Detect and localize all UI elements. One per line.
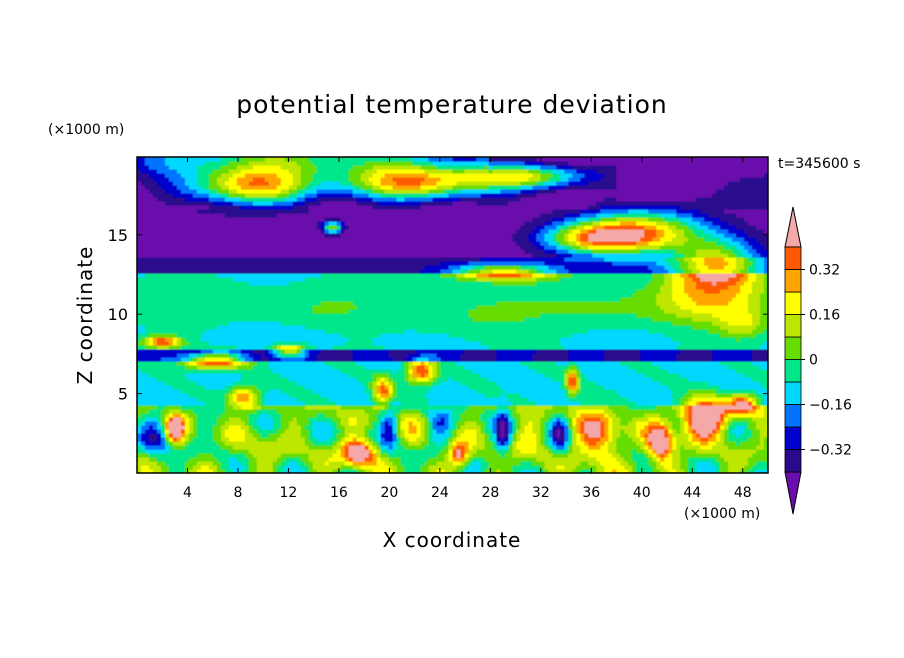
- x-tick-label: 12: [280, 485, 298, 501]
- colorbar-segment: [784, 404, 802, 428]
- y-tick-label: 5: [118, 385, 128, 404]
- colorbar-tick-label: −0.16: [809, 398, 852, 414]
- y-unit-label: (×1000 m): [48, 122, 124, 138]
- x-tick-label: 28: [481, 485, 499, 501]
- chart-title: potential temperature deviation: [236, 90, 667, 119]
- colorbar: 0.32 0.16 0 −0.16 −0.32: [784, 206, 852, 515]
- colorbar-segment: [784, 359, 802, 383]
- x-tick-label: 48: [734, 485, 752, 501]
- x-tick-label: 44: [683, 485, 701, 501]
- x-unit-label: (×1000 m): [684, 506, 760, 522]
- colorbar-segment: [784, 246, 802, 270]
- colorbar-segment: [784, 381, 802, 405]
- x-tick-label: 40: [633, 485, 651, 501]
- contour-field: [137, 157, 768, 473]
- x-tick-label: 24: [431, 485, 449, 501]
- x-tick-label: 8: [233, 485, 242, 501]
- x-axis: 4 8 12 16 20 24 28 32 36 40 44 48: [183, 157, 752, 501]
- colorbar-segment: [784, 336, 802, 360]
- y-axis: 5 10 15: [108, 226, 768, 404]
- colorbar-tick-label: 0: [809, 353, 818, 369]
- colorbar-tick-label: 0.32: [809, 263, 840, 279]
- colorbar-lower-extension: [784, 471, 802, 515]
- colorbar-tick-label: −0.32: [809, 443, 852, 459]
- x-axis-label: X coordinate: [383, 528, 522, 552]
- colorbar-segment: [784, 314, 802, 338]
- x-tick-label: 20: [380, 485, 398, 501]
- x-tick-label: 4: [183, 485, 192, 501]
- colorbar-tick-label: 0.16: [809, 308, 840, 324]
- colorbar-segment: [784, 291, 802, 315]
- plot-frame: [136, 156, 769, 474]
- colorbar-segment: [784, 269, 802, 293]
- colorbar-segment: [784, 426, 802, 450]
- y-tick-label: 15: [108, 226, 128, 245]
- y-tick-label: 10: [108, 305, 128, 324]
- y-axis-label: Z coordinate: [73, 246, 97, 385]
- time-label: t=345600 s: [778, 156, 860, 172]
- colorbar-upper-extension: [784, 206, 802, 248]
- x-tick-label: 36: [582, 485, 600, 501]
- x-tick-label: 32: [532, 485, 550, 501]
- colorbar-segment: [784, 449, 802, 473]
- x-tick-label: 16: [330, 485, 348, 501]
